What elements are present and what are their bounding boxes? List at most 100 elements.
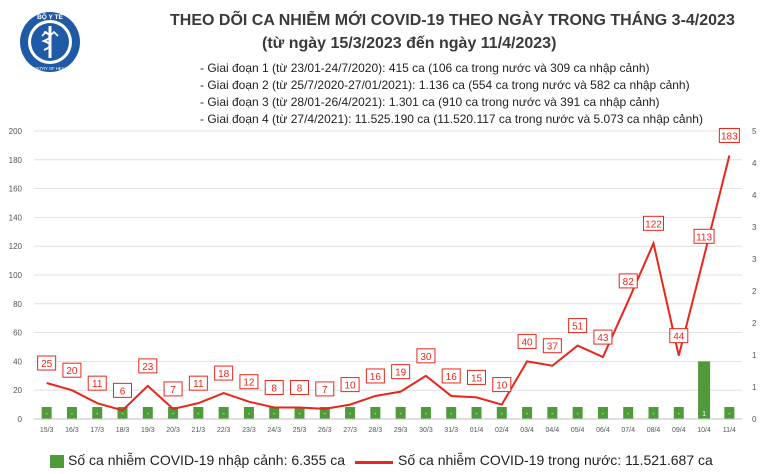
data-label-box [340, 377, 360, 393]
bar-label: 1 [702, 411, 706, 418]
title-line-2: (từ ngày 15/3/2023 đến ngày 11/4/2023) [262, 35, 557, 52]
bar [522, 407, 533, 419]
bar-label: - [526, 411, 529, 418]
x-tick: 20/3 [166, 427, 180, 434]
data-label: 15 [471, 373, 483, 384]
x-tick: 05/4 [571, 427, 585, 434]
x-tick: 03/4 [520, 427, 534, 434]
x-tick: 09/4 [672, 427, 686, 434]
data-label-box [365, 368, 385, 384]
bar-label: - [298, 411, 301, 418]
data-label: 30 [420, 352, 432, 363]
y-tick-right: 1 [752, 351, 757, 360]
legend: Số ca nhiễm COVID-19 nhập cảnh: 6.355 ca… [0, 450, 770, 472]
x-tick: 31/3 [444, 427, 458, 434]
data-label-box [214, 365, 234, 381]
bar-label: - [602, 411, 605, 418]
bar-label: - [96, 411, 99, 418]
y-tick-right: 1 [752, 383, 757, 392]
data-label-box [718, 127, 740, 143]
data-label-box [669, 328, 689, 344]
legend-bar-swatch [50, 455, 64, 468]
data-label: 43 [597, 333, 609, 344]
x-tick: 18/3 [116, 427, 130, 434]
domestic-line [46, 155, 731, 412]
bar-label: - [45, 411, 48, 418]
phase-4: - Giai đoạn 4 (từ 27/4/2021): 11.525.190… [200, 112, 703, 126]
y-tick-right: 3 [752, 255, 757, 264]
bar [66, 407, 77, 419]
x-tick: 06/4 [596, 427, 610, 434]
y-tick-right: 2 [752, 319, 757, 328]
bar [446, 407, 457, 419]
y-tick-right: 3 [752, 223, 757, 232]
bar-label: - [222, 411, 225, 418]
bar [218, 407, 229, 419]
bar [597, 407, 608, 419]
data-label: 7 [170, 385, 176, 396]
bar [420, 407, 431, 419]
bar [92, 407, 103, 419]
x-tick: 22/3 [217, 427, 231, 434]
bar-label: - [121, 411, 124, 418]
data-label: 82 [623, 277, 635, 288]
y-tick-left: 100 [9, 271, 23, 280]
x-tick: 30/3 [419, 427, 433, 434]
y-tick-left: 40 [13, 357, 22, 366]
data-label-box [239, 374, 259, 390]
data-label: 20 [66, 366, 78, 377]
title-line-1: THEO DÕI CA NHIỄM MỚI COVID-19 THEO NGÀY… [170, 12, 735, 29]
data-label-box [618, 273, 638, 289]
x-tick: 26/3 [318, 427, 332, 434]
y-tick-left: 0 [18, 415, 23, 424]
bar [698, 361, 711, 419]
x-tick: 19/3 [141, 427, 155, 434]
y-tick-left: 200 [9, 127, 23, 136]
x-tick: 27/3 [343, 427, 357, 434]
x-tick: 23/3 [242, 427, 256, 434]
y-tick-left: 80 [13, 300, 22, 309]
data-label-box [37, 355, 57, 371]
data-label-box [290, 379, 309, 395]
phase-1: - Giai đoạn 1 (từ 23/01-24/7/2020): 415 … [200, 61, 650, 75]
bar [547, 407, 558, 419]
data-label: 25 [41, 359, 53, 370]
data-label: 8 [271, 383, 277, 394]
bar [395, 407, 406, 419]
x-tick: 11/4 [723, 427, 736, 434]
legend-domestic: Số ca nhiễm COVID-19 trong nước: 11.521.… [398, 452, 713, 468]
data-label-box [188, 375, 208, 391]
data-label: 16 [370, 372, 382, 383]
logo-text: BỘ Y TẾ MINISTRY OF HEALTH [28, 11, 72, 71]
y-tick-right: 4 [752, 159, 757, 168]
data-label-box [315, 381, 335, 397]
data-label: 44 [673, 332, 685, 343]
x-tick: 04/4 [546, 427, 560, 434]
bar-label: - [627, 411, 630, 418]
x-tick: 02/4 [495, 427, 509, 434]
data-label-box [467, 369, 486, 385]
data-label-box [138, 358, 158, 374]
x-tick: 15/3 [40, 427, 54, 434]
data-label-box [568, 318, 588, 334]
phase-3: - Giai đoạn 3 (từ 28/01-26/4/2021): 1.30… [200, 95, 660, 109]
bar [370, 407, 381, 419]
bar [117, 407, 128, 419]
y-tick-right: 2 [752, 287, 757, 296]
data-label-box [693, 228, 715, 244]
data-label-box [593, 329, 613, 345]
data-label: 6 [120, 386, 126, 397]
data-label: 10 [496, 381, 508, 392]
logo-text-top: BỘ Y TẾ [37, 11, 63, 21]
x-tick: 29/3 [394, 427, 408, 434]
x-tick: 07/4 [621, 427, 635, 434]
data-label-box [517, 333, 537, 349]
data-label: 51 [572, 322, 584, 333]
bar-label: - [678, 411, 681, 418]
x-tick: 28/3 [369, 427, 383, 434]
data-label-box [264, 379, 284, 395]
data-label: 16 [446, 372, 458, 383]
bar-label: - [450, 411, 453, 418]
bar-label: - [399, 411, 402, 418]
data-label: 23 [142, 362, 154, 373]
